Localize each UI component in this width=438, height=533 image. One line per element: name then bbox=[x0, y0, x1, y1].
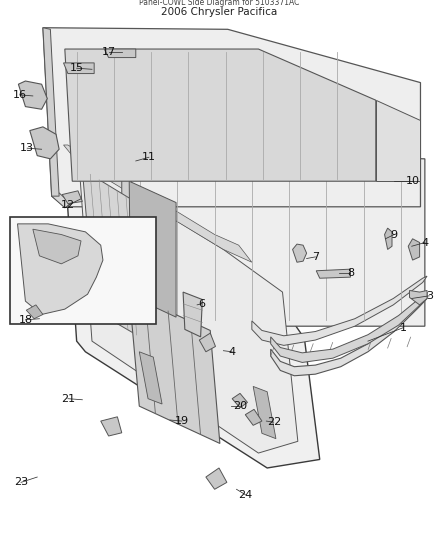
Text: Panel-COWL Side Diagram for 5103371AC: Panel-COWL Side Diagram for 5103371AC bbox=[139, 0, 299, 7]
Polygon shape bbox=[52, 193, 71, 208]
Polygon shape bbox=[64, 63, 94, 74]
Text: 3: 3 bbox=[426, 291, 433, 301]
Text: 20: 20 bbox=[233, 401, 247, 411]
Text: 19: 19 bbox=[175, 416, 189, 426]
Text: 21: 21 bbox=[61, 394, 75, 403]
Text: 22: 22 bbox=[267, 417, 281, 427]
Text: 17: 17 bbox=[102, 47, 116, 57]
Text: 2006 Chrysler Pacifica: 2006 Chrysler Pacifica bbox=[161, 7, 277, 17]
Polygon shape bbox=[33, 229, 81, 264]
Polygon shape bbox=[43, 28, 420, 207]
Polygon shape bbox=[64, 145, 252, 262]
Polygon shape bbox=[271, 292, 427, 362]
Bar bbox=[10, 217, 156, 324]
Polygon shape bbox=[385, 228, 392, 249]
Text: 16: 16 bbox=[13, 90, 27, 100]
Text: 24: 24 bbox=[238, 490, 252, 499]
Polygon shape bbox=[271, 292, 427, 376]
Polygon shape bbox=[122, 150, 425, 326]
Text: 1: 1 bbox=[399, 323, 406, 333]
Polygon shape bbox=[293, 244, 307, 262]
Polygon shape bbox=[139, 352, 162, 404]
Text: 23: 23 bbox=[14, 478, 28, 487]
Polygon shape bbox=[104, 49, 136, 58]
Polygon shape bbox=[43, 28, 59, 196]
Text: 4: 4 bbox=[229, 347, 236, 357]
Polygon shape bbox=[26, 305, 43, 319]
Polygon shape bbox=[253, 386, 276, 439]
Polygon shape bbox=[410, 290, 427, 305]
Polygon shape bbox=[65, 49, 376, 181]
Polygon shape bbox=[316, 269, 350, 278]
Text: 4: 4 bbox=[421, 238, 428, 247]
Polygon shape bbox=[30, 127, 59, 159]
Text: 9: 9 bbox=[391, 230, 398, 239]
Polygon shape bbox=[62, 191, 82, 204]
Polygon shape bbox=[18, 81, 47, 109]
Text: 8: 8 bbox=[347, 268, 354, 278]
Polygon shape bbox=[206, 468, 227, 489]
Polygon shape bbox=[129, 181, 176, 317]
Polygon shape bbox=[129, 293, 220, 443]
Text: 15: 15 bbox=[70, 63, 84, 73]
Polygon shape bbox=[101, 417, 122, 436]
Polygon shape bbox=[79, 161, 298, 453]
Polygon shape bbox=[122, 310, 166, 340]
Polygon shape bbox=[245, 409, 262, 425]
Polygon shape bbox=[232, 393, 247, 408]
Polygon shape bbox=[82, 169, 145, 340]
Polygon shape bbox=[252, 276, 427, 345]
Text: 10: 10 bbox=[406, 176, 420, 186]
Text: 12: 12 bbox=[61, 200, 75, 210]
Polygon shape bbox=[199, 333, 215, 352]
Text: 7: 7 bbox=[312, 252, 319, 262]
Polygon shape bbox=[64, 145, 320, 468]
Polygon shape bbox=[122, 150, 131, 319]
Text: 13: 13 bbox=[20, 143, 34, 153]
Polygon shape bbox=[183, 292, 202, 337]
Polygon shape bbox=[18, 224, 103, 314]
Polygon shape bbox=[376, 100, 420, 181]
Text: 6: 6 bbox=[198, 299, 205, 309]
Text: 18: 18 bbox=[18, 315, 32, 325]
Text: 11: 11 bbox=[142, 152, 156, 162]
Polygon shape bbox=[408, 239, 420, 260]
